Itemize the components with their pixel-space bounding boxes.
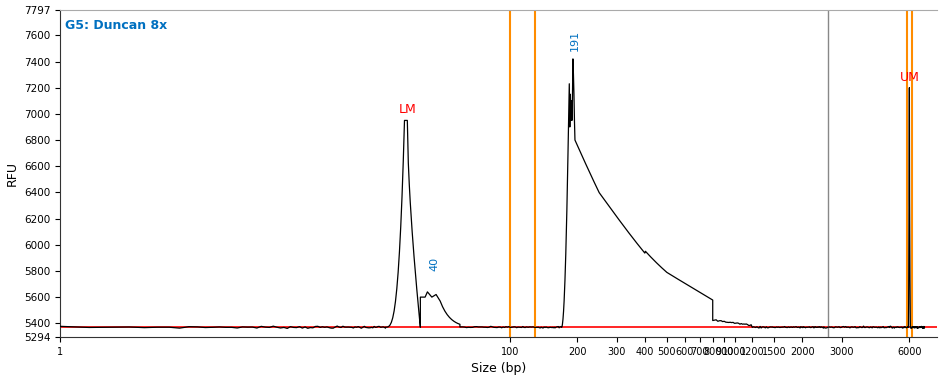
Text: 40: 40 bbox=[429, 257, 439, 271]
X-axis label: Size (bp): Size (bp) bbox=[472, 362, 526, 375]
Y-axis label: RFU: RFU bbox=[6, 161, 19, 186]
Text: LM: LM bbox=[399, 104, 416, 117]
Text: G5: Duncan 8x: G5: Duncan 8x bbox=[65, 19, 167, 32]
Text: 191: 191 bbox=[570, 30, 580, 51]
Text: UM: UM bbox=[900, 71, 919, 84]
